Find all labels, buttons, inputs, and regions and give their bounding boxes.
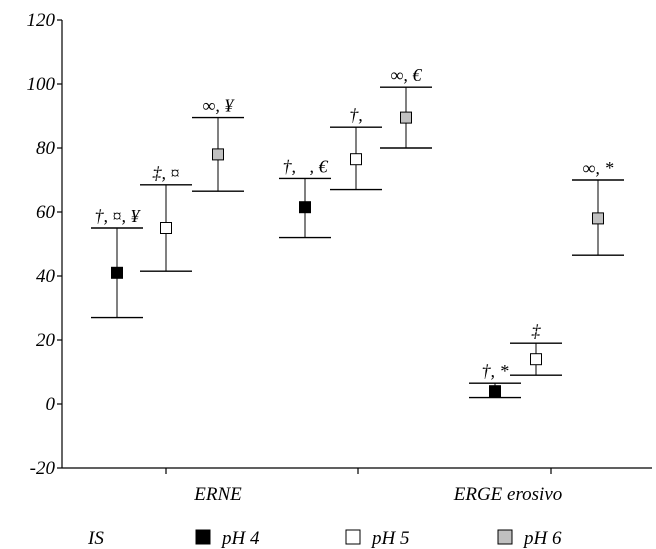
mean-marker bbox=[489, 385, 501, 398]
error-bars: †, ¤, ¥ †, , € †, * ‡, ¤ †, ‡ ∞, ¥ ∞, € ∞, * bbox=[91, 65, 624, 399]
legend-swatch bbox=[345, 529, 361, 545]
significance-annotation: ∞, ¥ bbox=[203, 96, 236, 116]
mean-marker bbox=[400, 111, 412, 124]
significance-annotation: ∞, * bbox=[583, 158, 614, 178]
y-tick-label: 120 bbox=[27, 10, 56, 31]
x-category-label: ERGE erosivo bbox=[453, 484, 563, 505]
legend-swatch bbox=[497, 529, 513, 545]
mean-marker bbox=[530, 353, 542, 366]
legend-swatch bbox=[195, 529, 211, 545]
significance-annotation: †, ¤, ¥ bbox=[95, 206, 142, 226]
legend-entry: pH 4 bbox=[220, 528, 260, 549]
legend-title: IS bbox=[87, 528, 104, 549]
y-tick-label: 20 bbox=[36, 330, 56, 351]
y-tick-label: 60 bbox=[36, 202, 56, 223]
mean-marker bbox=[592, 212, 604, 225]
y-tick-label: 40 bbox=[36, 266, 56, 287]
mean-marker bbox=[111, 266, 123, 279]
axes: -20 0 20 40 60 80 100 120 ERNE ERGE erosivo bbox=[27, 10, 652, 505]
legend: IS pH 4 pH 5 pH 6 bbox=[87, 528, 562, 549]
y-tick-label: -20 bbox=[30, 458, 56, 479]
y-tick-label: 80 bbox=[36, 138, 56, 159]
significance-annotation: ‡ bbox=[532, 321, 542, 341]
legend-entry: pH 5 bbox=[370, 528, 409, 549]
mean-marker bbox=[299, 201, 311, 214]
mean-marker bbox=[160, 222, 172, 234]
y-tick-label: 0 bbox=[46, 394, 56, 415]
significance-annotation: †, , € bbox=[283, 156, 329, 176]
mean-marker bbox=[212, 148, 224, 161]
significance-annotation: ‡, ¤ bbox=[153, 163, 180, 183]
y-tick-label: 100 bbox=[27, 74, 56, 95]
x-category-label: ERNE bbox=[193, 484, 242, 505]
significance-annotation: ∞, € bbox=[391, 65, 423, 85]
mean-marker bbox=[350, 153, 362, 166]
significance-annotation: †, * bbox=[482, 361, 509, 381]
significance-annotation: †, bbox=[349, 105, 363, 125]
legend-entry: pH 6 bbox=[522, 528, 562, 549]
